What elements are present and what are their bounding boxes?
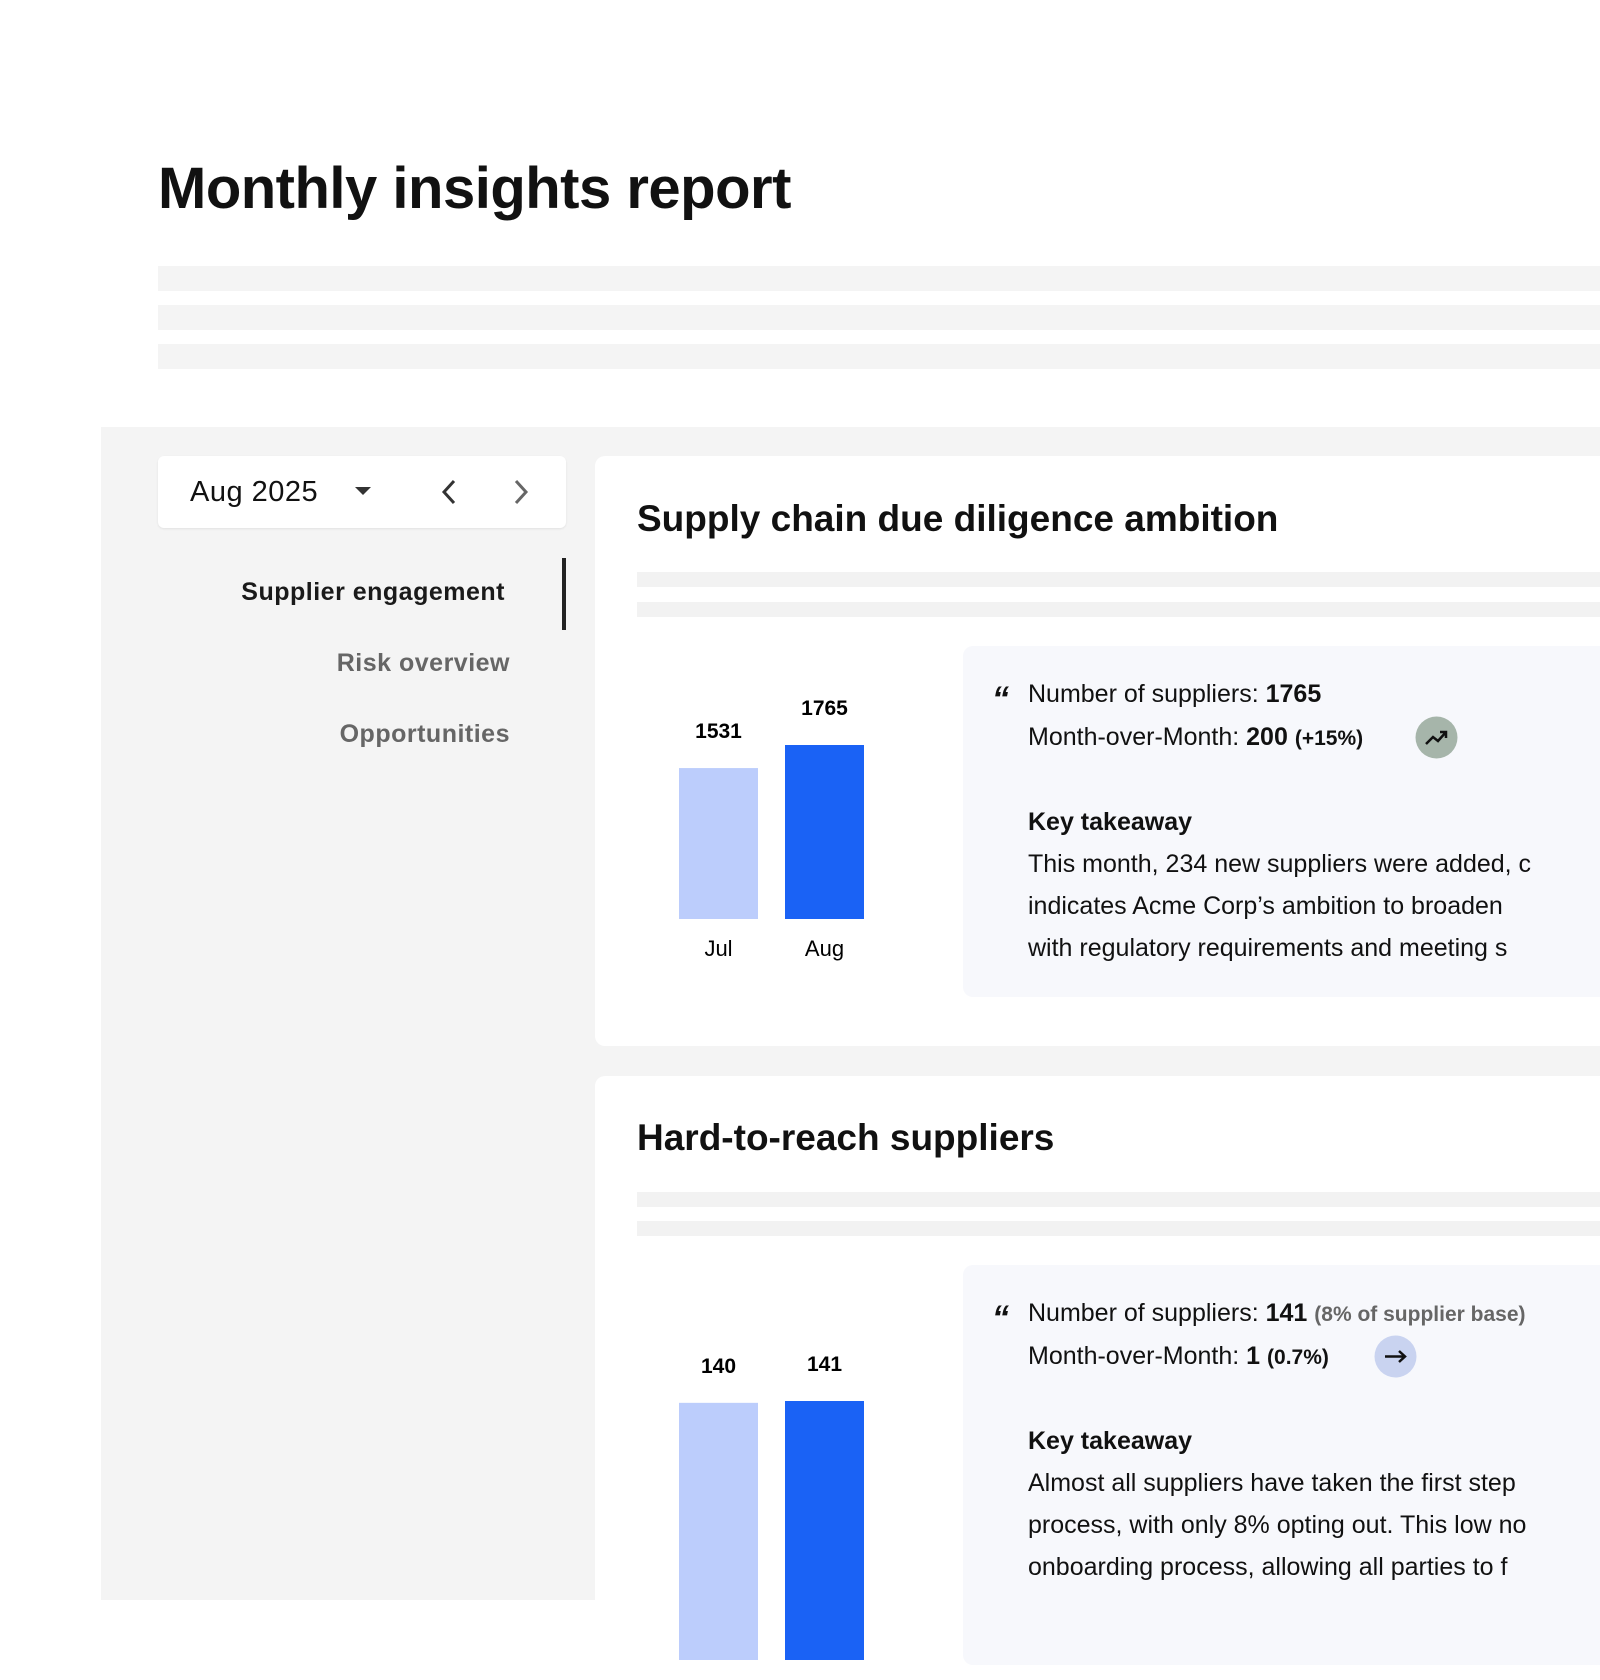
nav-item[interactable]: Opportunities	[339, 720, 510, 748]
skeleton	[637, 1221, 1600, 1236]
period-label: Aug 2025	[190, 476, 319, 508]
skeleton	[637, 572, 1600, 587]
period-picker[interactable]: Aug 2025	[158, 456, 566, 528]
category-label: Aug	[805, 936, 844, 961]
bar	[785, 745, 864, 919]
prev-button[interactable]	[438, 478, 462, 506]
skeleton	[158, 344, 1600, 369]
takeaway-text: This month, 234 new suppliers were added…	[1028, 850, 1532, 878]
category-label: Jul	[704, 936, 732, 961]
next-button[interactable]	[508, 478, 532, 506]
bar	[679, 768, 758, 919]
stat-line: Month-over-Month: 1 (0.7%)	[1028, 1342, 1329, 1371]
stat-value: 1765	[1265, 680, 1322, 708]
stat-line: Month-over-Month: 200 (+15%)	[1028, 723, 1363, 752]
trend-up-icon	[1415, 716, 1458, 759]
takeaway-text: process, with only 8% opting out. This l…	[1028, 1511, 1527, 1539]
nav-item[interactable]: Risk overview	[336, 649, 510, 677]
trend-flat-icon	[1374, 1335, 1417, 1378]
takeaway-text: with regulatory requirements and meeting…	[1028, 934, 1508, 962]
skeleton	[637, 602, 1600, 617]
quote-icon: “	[992, 680, 1009, 718]
value-label: 140	[701, 1355, 736, 1378]
stat-label: Month-over-Month:	[1028, 1342, 1240, 1370]
stat-percent: (+15%)	[1294, 727, 1364, 750]
quote-icon: “	[992, 1299, 1009, 1337]
takeaway-text: indicates Acme Corp’s ambition to broade…	[1028, 892, 1503, 920]
dropdown-icon[interactable]	[353, 484, 373, 498]
value-label: 141	[807, 1353, 842, 1376]
bar	[785, 1401, 864, 1660]
bar-chart: 140Jul141Aug	[679, 1353, 864, 1680]
skeleton	[158, 305, 1600, 330]
stat-value: 1	[1246, 1342, 1261, 1370]
stat-value: 141	[1265, 1299, 1308, 1327]
takeaway-text: Almost all suppliers have taken the firs…	[1028, 1469, 1516, 1497]
stat-value: 200	[1246, 723, 1288, 751]
nav-indicator	[562, 558, 566, 630]
value-label: 1531	[695, 720, 742, 743]
stat-label: Number of suppliers:	[1028, 1299, 1259, 1327]
stat-label: Month-over-Month:	[1028, 723, 1240, 751]
info-box	[963, 1265, 1600, 1665]
stat-percent: (0.7%)	[1267, 1346, 1329, 1369]
page-title: Monthly insights report	[158, 156, 791, 221]
stat-label: Number of suppliers:	[1028, 680, 1259, 708]
takeaway-heading: Key takeaway	[1028, 1427, 1193, 1455]
nav-item[interactable]: Supplier engagement	[241, 578, 505, 606]
takeaway-heading: Key takeaway	[1028, 808, 1193, 836]
section-title: Hard-to-reach suppliers	[637, 1117, 1055, 1158]
skeleton	[637, 1192, 1600, 1207]
stat-note: (8% of supplier base)	[1314, 1303, 1526, 1326]
bar	[679, 1402, 758, 1660]
stat-line: Number of suppliers: 141 (8% of supplier…	[1028, 1299, 1526, 1328]
stat-line: Number of suppliers: 1765	[1028, 680, 1321, 709]
skeleton	[158, 266, 1600, 291]
page: Monthly insights report Aug 2025 Supplie…	[101, 156, 1600, 1680]
value-label: 1765	[801, 697, 848, 720]
takeaway-text: onboarding process, allowing all parties…	[1028, 1553, 1508, 1581]
section-title: Supply chain due diligence ambition	[637, 498, 1279, 539]
info-box	[963, 646, 1600, 997]
bar-chart: 1531 Jul 1765 Aug	[679, 697, 864, 961]
